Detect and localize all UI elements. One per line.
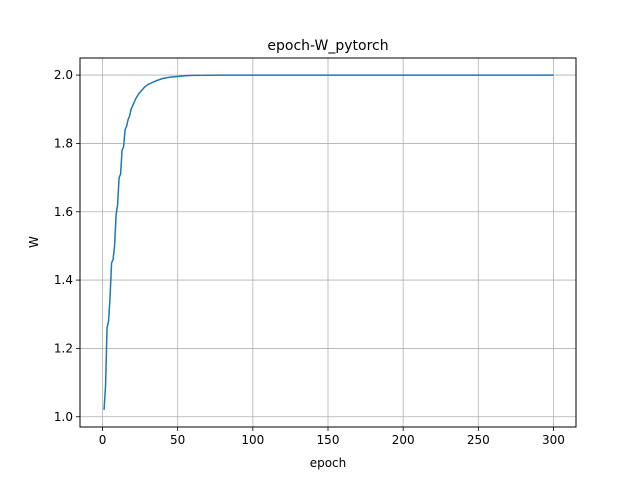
y-tick-label: 1.2: [54, 341, 73, 355]
x-tick-label: 150: [317, 433, 340, 447]
x-axis-label: epoch: [310, 456, 347, 470]
x-tick-label: 100: [241, 433, 264, 447]
x-tick-label: 50: [170, 433, 185, 447]
y-tick-label: 1.8: [54, 136, 73, 150]
y-tick-label: 2.0: [54, 68, 73, 82]
x-tick-label: 250: [467, 433, 490, 447]
series-line-W: [103, 74, 554, 410]
x-tick-label: 200: [392, 433, 415, 447]
y-tick-label: 1.4: [54, 273, 73, 287]
series-layer: [103, 74, 554, 410]
y-tick-label: 1.6: [54, 205, 73, 219]
tick-layer: 0 50 100 150 200 250 300 1.0 1.2 1.4 1.6 1.8 2.0: [54, 68, 565, 447]
y-tick-label: 1.0: [54, 410, 73, 424]
chart-title: epoch-W_pytorch: [267, 38, 388, 54]
x-tick-label: 0: [99, 433, 107, 447]
y-axis-label: W: [27, 236, 41, 248]
x-tick-label: 300: [542, 433, 565, 447]
